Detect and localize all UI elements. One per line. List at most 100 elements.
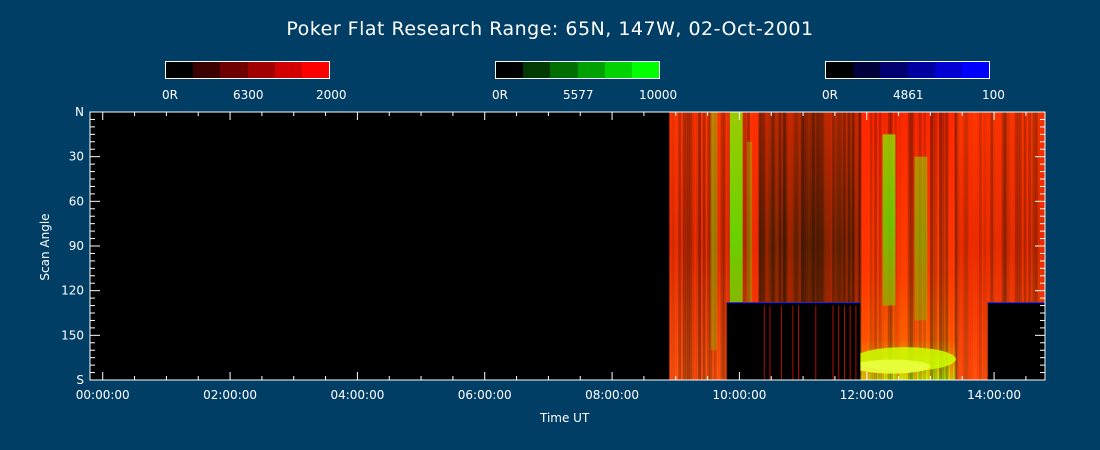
data-streak <box>727 112 731 380</box>
data-streak <box>680 112 684 380</box>
data-streak <box>936 112 940 380</box>
colorbar-4861-max: 100 <box>982 88 1005 102</box>
data-streak <box>789 112 793 380</box>
data-streak <box>943 112 947 380</box>
data-streak <box>930 112 933 380</box>
x-tick-label: 08:00:00 <box>585 388 639 402</box>
data-streak <box>684 112 688 380</box>
data-streak <box>1010 112 1014 380</box>
data-streak <box>816 112 820 380</box>
data-streak <box>687 112 690 380</box>
colorbar-swatch <box>853 62 881 78</box>
colorbar-6300-max: 2000 <box>316 88 347 102</box>
data-streak <box>845 112 849 380</box>
data-streak <box>803 112 806 380</box>
data-streak <box>800 112 804 380</box>
data-streak <box>1014 112 1018 380</box>
data-streak <box>976 112 980 380</box>
colorbar-6300-swatches <box>165 61 330 79</box>
data-streak <box>1021 112 1025 380</box>
data-streak <box>829 112 833 380</box>
data-streak <box>825 112 829 380</box>
data-streak <box>867 112 871 380</box>
data-streak <box>952 112 956 380</box>
x-tick-label: 06:00:00 <box>458 388 512 402</box>
colorbar-swatch <box>523 62 551 78</box>
data-streak <box>996 112 1000 380</box>
data-streak <box>834 112 837 380</box>
data-streak <box>838 112 842 380</box>
colorbar-swatch <box>631 62 660 78</box>
data-streak <box>774 112 777 380</box>
data-streak <box>874 112 878 380</box>
data-streak <box>901 112 904 380</box>
data-streak <box>869 112 873 380</box>
data-streak <box>1032 112 1036 380</box>
colorbar-swatch <box>496 62 524 78</box>
data-streak <box>827 112 831 380</box>
data-streak <box>691 112 695 380</box>
colorbar-6300-mid: 6300 <box>233 88 264 102</box>
data-streak <box>988 112 991 380</box>
data-streak <box>938 112 942 380</box>
data-streak <box>742 112 746 380</box>
data-streak <box>725 112 728 380</box>
data-streak <box>696 112 699 380</box>
data-streak <box>754 112 757 380</box>
data-streak <box>689 112 693 380</box>
colorbar-swatch <box>604 62 632 78</box>
data-streak <box>965 112 969 380</box>
colorbar-swatch <box>274 62 302 78</box>
data-streak <box>856 112 860 380</box>
data-streak <box>767 112 771 380</box>
data-streak <box>798 112 802 380</box>
colorbar-5577-min: 0R <box>492 88 508 102</box>
data-streak <box>959 112 962 380</box>
green-emission-band <box>729 112 743 366</box>
data-streak <box>910 112 913 380</box>
data-streak <box>776 112 780 380</box>
data-streak <box>1023 112 1027 380</box>
data-streak <box>947 112 951 380</box>
data-streak <box>707 112 710 380</box>
data-streak <box>818 112 822 380</box>
colorbar-6300-min: 0R <box>162 88 178 102</box>
data-streak <box>972 112 976 380</box>
data-streak <box>927 112 931 380</box>
data-streak <box>992 112 996 380</box>
data-segment <box>860 112 956 380</box>
data-streak <box>783 112 786 380</box>
data-streak <box>1016 112 1020 380</box>
x-tick-label: 02:00:00 <box>203 388 257 402</box>
data-streak <box>941 112 944 380</box>
data-streak <box>934 112 938 380</box>
data-segment <box>669 112 714 380</box>
data-streak <box>932 112 936 380</box>
y-tick-label: 120 <box>61 284 84 298</box>
data-streak <box>796 112 800 380</box>
data-streak <box>979 112 982 380</box>
green-emission-band <box>710 112 718 351</box>
colorbar-5577-max: 10000 <box>639 88 678 102</box>
data-streak <box>700 112 704 380</box>
data-streak <box>849 112 853 380</box>
green-emission-band <box>914 156 928 321</box>
data-streak <box>1008 112 1011 380</box>
data-streak <box>1030 112 1034 380</box>
colorbar-swatch <box>577 62 605 78</box>
data-streak <box>970 112 973 380</box>
data-streak <box>956 112 960 380</box>
data-streak <box>778 112 782 380</box>
data-streak <box>912 112 915 380</box>
data-streak <box>769 112 773 380</box>
data-streak <box>905 112 909 380</box>
data-streak <box>785 112 788 380</box>
data-streak <box>1005 112 1009 380</box>
data-streak <box>705 112 708 380</box>
data-streak <box>805 112 809 380</box>
data-streak <box>985 112 989 380</box>
data-streak <box>760 112 764 380</box>
data-streak <box>967 112 971 380</box>
data-streak <box>863 112 866 380</box>
